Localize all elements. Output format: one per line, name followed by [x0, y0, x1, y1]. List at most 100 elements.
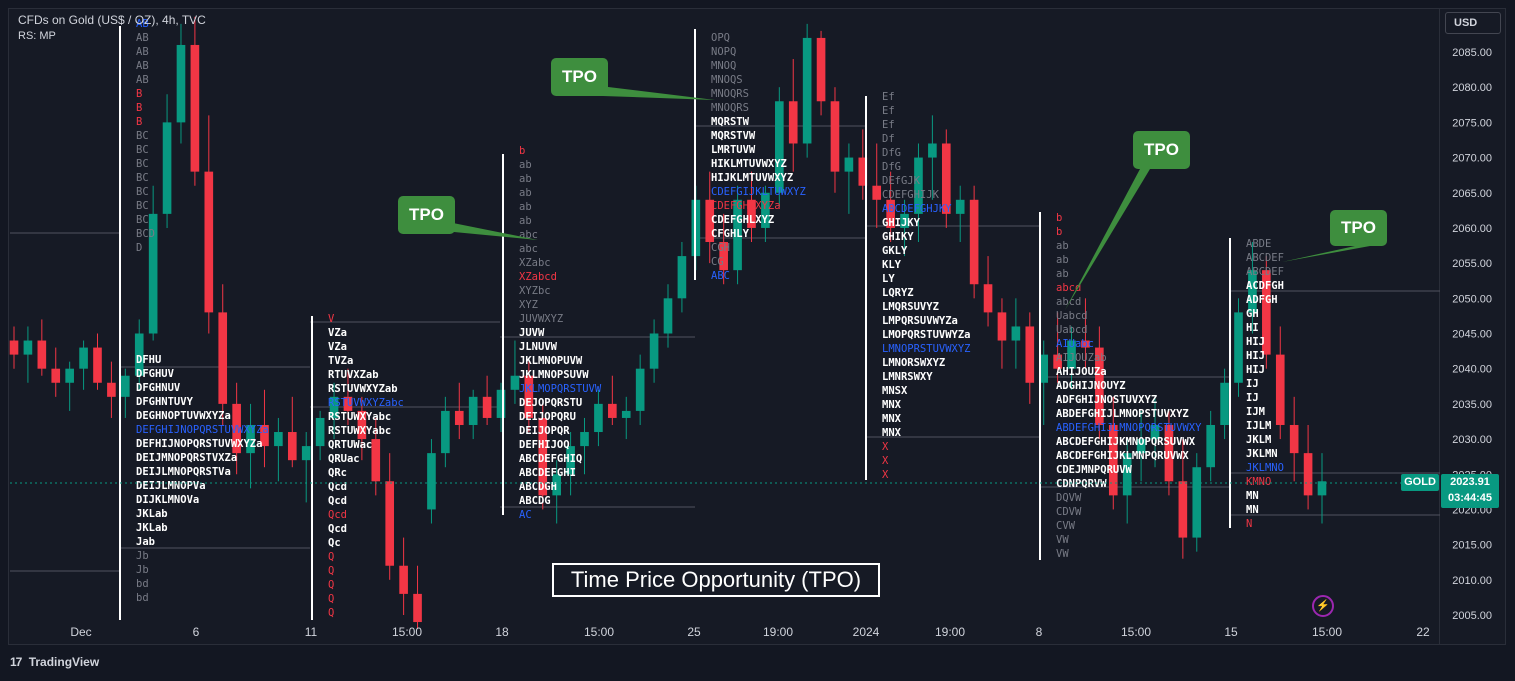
tpo-row: KLY — [882, 259, 902, 271]
tpo-row: Qc — [328, 537, 341, 549]
x-tick-label: 15:00 — [1121, 625, 1151, 639]
x-tick-label: 25 — [687, 625, 701, 639]
candle-body — [1192, 467, 1202, 538]
tpo-row: bd — [136, 592, 149, 604]
tpo-row: MN — [1246, 504, 1259, 516]
tpo-row: OPQ — [711, 32, 730, 44]
tpo-row: DEIJLMNOPQRSTVa — [136, 466, 231, 478]
tpo-row: HIJ — [1246, 336, 1265, 348]
tpo-row: N — [1246, 518, 1252, 530]
candle-body — [468, 396, 478, 425]
lightning-icon[interactable]: ⚡ — [1312, 595, 1334, 617]
tpo-row: X — [882, 441, 889, 453]
tpo-row: ab — [519, 215, 532, 227]
tpo-row: XZabc — [519, 257, 551, 269]
tpo-row: AB — [136, 32, 149, 44]
tpo-row: Qcd — [328, 495, 347, 507]
bar-countdown: 03:44:45 — [1447, 492, 1493, 504]
tpo-row: GHIJKY — [882, 217, 921, 229]
x-axis-ticks: Dec 6 11 15:00 18 15:00 25 19:00 2024 19:00 8 15:00… — [70, 625, 1430, 639]
y-tick-label: 2075.00 — [1452, 117, 1492, 129]
tpo-row: DFGHNTUVY — [136, 396, 194, 408]
candle-body — [1095, 347, 1104, 425]
tpo-row: VW — [1056, 548, 1069, 560]
tpo-row: DFGHUV — [136, 368, 175, 380]
tradingview-footer[interactable]: 17 TradingView — [10, 655, 99, 669]
price-scale[interactable] — [1440, 8, 1506, 645]
candle-body — [51, 368, 61, 383]
candle-body — [761, 192, 770, 228]
candle-body — [941, 143, 951, 214]
candle-body — [357, 410, 367, 440]
x-tick-label: Dec — [70, 625, 91, 639]
tpo-annotation-4: TPO — [1330, 210, 1387, 246]
candle-body — [413, 593, 422, 623]
tpo-row: ABDEFGHIJLMNOPSTUVXYZ — [1056, 408, 1189, 420]
tpo-row: Uabcd — [1056, 324, 1088, 336]
candle-body — [176, 44, 186, 123]
tpo-row: DFHU — [136, 354, 161, 366]
current-price-value: 2023.91 — [1450, 476, 1490, 488]
x-tick-label: 18 — [495, 625, 509, 639]
y-tick-label: 2015.00 — [1452, 540, 1492, 552]
tpo-row: DIJKLMNOVa — [136, 494, 199, 506]
x-tick-label: 6 — [193, 625, 200, 639]
symbol-title[interactable]: CFDs on Gold (US$ / OZ), 4h, TVC — [18, 13, 206, 27]
tpo-row: JLNUVW — [519, 341, 558, 353]
currency-button[interactable]: USD — [1445, 12, 1501, 34]
tpo-row: Qcd — [328, 481, 347, 493]
candle-body — [301, 446, 311, 461]
tpo-row: DQVW — [1056, 492, 1082, 504]
y-tick-label: 2070.00 — [1452, 153, 1492, 165]
tpo-row: KMNO — [1246, 476, 1271, 488]
tpo-row: JKLab — [136, 522, 168, 534]
y-tick-label: 2005.00 — [1452, 610, 1492, 622]
tpo-row: IJ — [1246, 378, 1259, 390]
candle-body — [37, 340, 47, 369]
tpo-row: CG — [711, 256, 724, 268]
tpo-row: DEFHIJOQ — [519, 439, 570, 451]
candle-body — [1136, 439, 1146, 454]
tpo-row: AB — [136, 74, 149, 86]
x-tick-label: 15:00 — [1312, 625, 1342, 639]
tpo-row: CVW — [1056, 520, 1076, 532]
tpo-row: DEIJOPQR — [519, 425, 570, 437]
candle-body — [1178, 481, 1188, 538]
tpo-row: MNOQRS — [711, 88, 749, 100]
tpo-row: Ef — [882, 105, 895, 117]
tpo-row: MNOQ — [711, 60, 736, 72]
tpo-row: MNOQRS — [711, 102, 749, 114]
tpo-row: IJM — [1246, 406, 1265, 418]
tpo-row: ab — [519, 159, 532, 171]
candle-body — [997, 312, 1007, 341]
tpo-annotation-2: TPO — [398, 196, 455, 234]
tpo-row: B — [136, 116, 142, 128]
tradingview-brand: TradingView — [28, 655, 100, 669]
candle-body — [969, 199, 979, 285]
candle-body — [134, 333, 144, 376]
tpo-row: JKLMOPQRSTUVW — [519, 383, 602, 395]
x-tick-label: 15:00 — [584, 625, 614, 639]
candle-body — [858, 157, 868, 186]
tpo-row: Q — [328, 565, 334, 577]
candle-body — [594, 403, 603, 433]
tpo-row: AB — [136, 18, 149, 30]
x-tick-label: 22 — [1416, 625, 1430, 639]
tpo-row: Uabcd — [1056, 310, 1088, 322]
tpo-row: DfG — [882, 161, 901, 173]
y-tick-label: 2010.00 — [1452, 575, 1492, 587]
candle-body — [552, 474, 561, 496]
tpo-row: CDEFGHIJK — [882, 189, 940, 201]
tpo-row: MNSX — [882, 385, 908, 397]
tpo-row: HIJ — [1246, 350, 1265, 362]
chart-pane[interactable] — [8, 8, 1440, 645]
tpo-row: MN — [1246, 490, 1259, 502]
tpo-row: IJ — [1246, 392, 1259, 404]
tpo-row: DFGHNUV — [136, 382, 181, 394]
tpo-row: LMRTUVW — [711, 144, 756, 156]
tpo-row: ab — [519, 187, 532, 199]
tpo-row: LQRYZ — [882, 287, 914, 299]
tpo-row: LMNOPRSTUVWXYZ — [882, 343, 971, 355]
tpo-row: BCD — [136, 228, 155, 240]
tpo-row: BC — [136, 186, 149, 198]
